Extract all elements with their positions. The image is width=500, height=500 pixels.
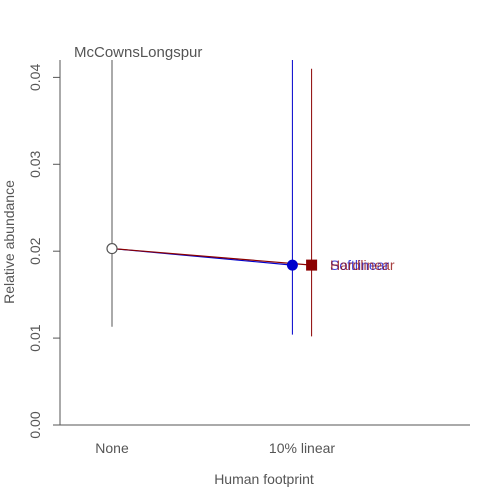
- series-point: [286, 259, 298, 271]
- y-tick-label: 0.02: [27, 237, 43, 264]
- ticks: 0.00 0.01 0.02 0.03 0.04 None 10% linear: [27, 64, 335, 456]
- series-label: Softlinear: [330, 257, 389, 273]
- y-tick-label: 0.03: [27, 150, 43, 177]
- y-tick-label: 0.04: [27, 64, 43, 91]
- y-tick-label: 0.00: [27, 411, 43, 438]
- x-axis-title: Human footprint: [214, 471, 314, 487]
- x-tick-label: None: [95, 440, 129, 456]
- y-axis-title: Relative abundance: [1, 180, 17, 304]
- reference-point: [106, 242, 118, 255]
- series-point: [306, 259, 318, 271]
- plot-area: [59, 60, 470, 426]
- connector-line: [111, 247, 312, 266]
- y-tick-label: 0.01: [27, 324, 43, 351]
- series-label: Hardlinear: [330, 257, 395, 273]
- chart-title: McCownsLongspur: [74, 44, 202, 61]
- x-tick-label: 10% linear: [269, 440, 335, 456]
